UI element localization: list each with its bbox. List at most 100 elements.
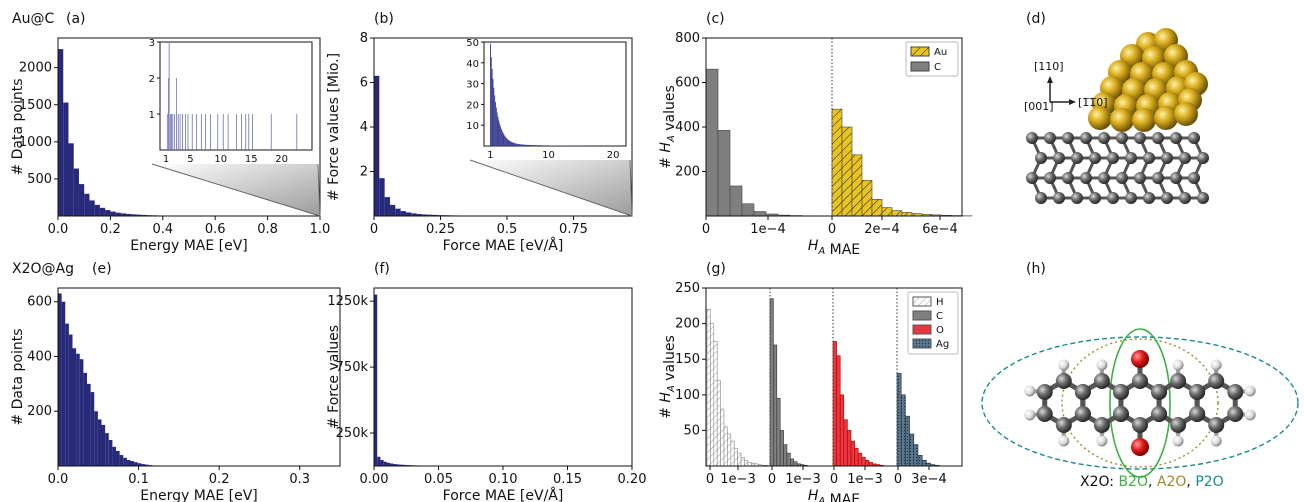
gold-atom [1088,106,1112,130]
histogram-bar [427,214,433,216]
histogram-bar [84,193,90,216]
inset-x-tick-label: 20 [275,154,288,165]
histogram-bar [727,433,732,467]
histogram-bar [716,380,721,467]
row-title-x2o-ag: X2O@Ag [12,261,74,277]
legend-swatch-ag [912,338,932,349]
histogram-bar [119,455,124,466]
carbon-atom [1116,172,1128,184]
histogram-bar [783,444,788,467]
histogram-bar [393,464,397,466]
histogram-bar [112,446,117,466]
histogram-bar [126,459,131,466]
chart-energy-mae-au-c: 0.0 0.2 0.4 0.6 0.8 1.0 500 1000 1500 2000 Energy … [10,37,331,254]
carbon-atom [1098,132,1110,144]
legend-swatch-c [910,61,930,72]
x-tick-label: 1.0 [310,222,331,237]
histogram-bar [79,359,84,466]
histogram-bar [384,197,390,216]
histogram-bar [101,424,106,466]
y-tick-label: 200 [675,165,700,180]
histogram-bar [68,143,74,216]
inset-x-tick-label: 1 [163,154,169,165]
histogram-bar [137,463,142,466]
histogram-bar [374,294,378,466]
y-tick-label: 500 [27,172,52,187]
histogram-bar [105,210,111,216]
gold-atom [1154,106,1178,130]
histogram-bar [94,204,100,216]
inset-y-tick-label: 40 [466,59,479,70]
histogram-bar [836,355,841,467]
histogram-bar [145,464,149,466]
y-axis-label: # Force values [Mio.] [326,53,342,201]
carbon-atom [1071,152,1083,164]
y-tick-label: 750k [336,360,369,375]
histogram-bar [905,415,910,467]
y-tick-label: 1000 [19,135,52,150]
histogram-bar [78,184,85,216]
gold-atom [1174,102,1198,126]
carbon-atom [1107,192,1119,204]
x-axis-label: Energy MAE [eV] [130,238,248,254]
legend-label-ag: Ag [936,339,949,350]
axis-label-110: [110] [1034,60,1064,73]
carbon-atom [1134,172,1146,184]
caption-sep-2: , [1186,474,1196,490]
x-axis-label: Force MAE [eV/Å] [443,237,564,254]
panel-label-h: (h) [1026,261,1046,277]
inset-x-tick-label: 15 [245,154,258,165]
carbon-atom [1062,172,1074,184]
x-tick-label: 0.3 [289,472,310,487]
x-tick-label: 0 [706,472,714,487]
zoom-line [151,163,321,217]
x-tick-label: 3e−4 [911,472,946,487]
x-axis-label: Energy MAE [eV] [140,488,258,502]
carbon-atom [1026,172,1038,184]
chart-ha-mae-au-c: 200 400 600 800 0 1e−4 0 2e−4 6e−4 HA MAE # HA val… [658,31,973,258]
carbon-atom [1152,172,1164,184]
histogram-bar [779,430,784,467]
inset-x-tick-label: 1 [487,150,493,161]
x-tick-label: 0.25 [426,222,455,237]
carbon-atom [1089,152,1101,164]
carbon-atom [1170,172,1182,184]
carbon-atom [1189,406,1206,422]
histogram-bar [130,461,135,466]
panel-label-g: (g) [706,261,726,277]
histogram-bar [432,214,438,216]
histogram-bar [832,341,837,467]
carbon-atom [1170,132,1182,144]
histogram-bar [72,348,77,466]
legend-swatch-h [912,296,932,307]
zoom-line [629,159,633,217]
histogram-bar [63,102,69,216]
x-tick-label: 0.20 [618,472,647,487]
histogram-bar [851,154,863,217]
histogram-bar [744,460,749,467]
carbon-atom [1053,152,1065,164]
y-tick-label: 400 [27,349,52,364]
x-tick-label: 0 [370,222,378,237]
histogram-bar [94,411,98,466]
oxygen-atom [1131,438,1149,456]
axis-label-001: [001] [1024,100,1054,113]
y-tick-label: 600 [675,76,700,91]
carbon-atom [1036,384,1053,400]
histogram-bar [740,457,745,467]
histogram-bar [843,419,848,467]
histogram-bar [913,444,919,467]
inset-y-tick-label: 3 [149,38,155,49]
x-tick-label: 0.05 [424,472,453,487]
x-tick-label: 0 [702,222,710,237]
histogram-bar [134,462,138,466]
chart-force-mae-au-c: 0 0.25 0.5 0.75 2 4 6 8 Force MAE [eV/Å] # Force … [326,31,633,254]
carbon-atom [1125,152,1137,164]
b2o-label: B2O [1118,474,1148,490]
plot-frame [57,37,321,217]
carbon-atom [1132,417,1148,433]
x2o-molecule-illustration [981,328,1299,478]
histogram-bar [891,210,903,217]
carbon-atom [1112,406,1129,422]
carbon-atom [1208,417,1225,433]
